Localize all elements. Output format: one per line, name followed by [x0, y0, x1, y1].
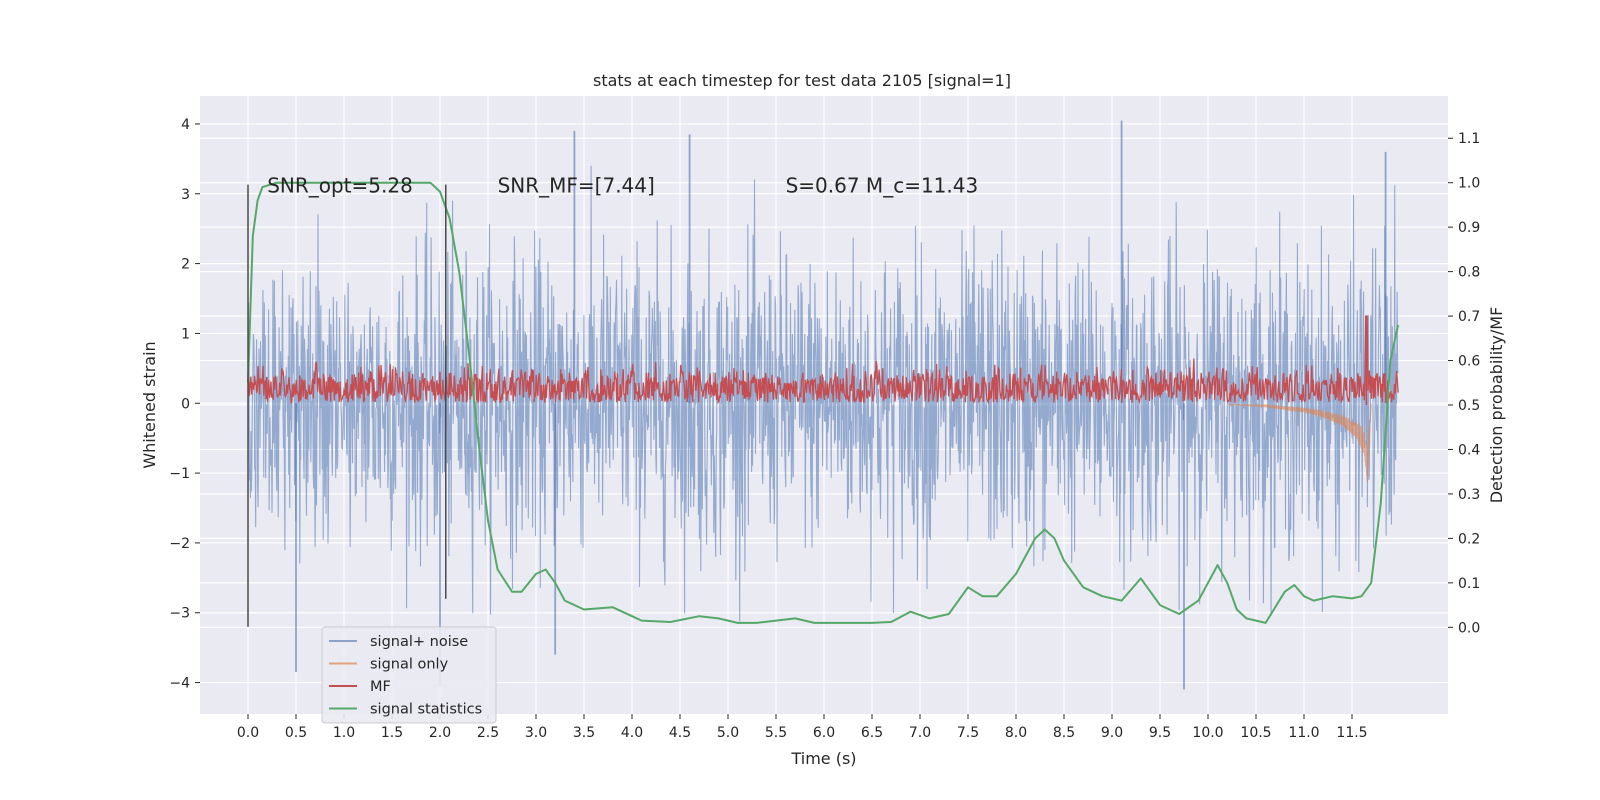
y2-tick-label: 0.5 — [1458, 398, 1480, 414]
x-tick-label: 10.5 — [1240, 725, 1271, 741]
y-tick-label: 0 — [181, 396, 190, 412]
annotation: S=0.67 M_c=11.43 — [786, 173, 979, 197]
x-tick-label: 4.5 — [669, 725, 691, 741]
y2-tick-label: 0.4 — [1458, 442, 1480, 458]
signal-statistics-line — [247, 181, 1400, 624]
mf-series — [247, 315, 1399, 406]
y2-tick-label: 0.2 — [1458, 531, 1480, 547]
x-tick-label: 1.0 — [333, 725, 355, 741]
y2-tick-label: 0.7 — [1458, 309, 1480, 325]
signal-statistics-series — [247, 181, 1400, 624]
signal-noise-series — [247, 120, 1399, 690]
y2-tick-label: 0.8 — [1458, 265, 1480, 281]
annotation: SNR_opt=5.28 — [267, 173, 413, 197]
chart-title: stats at each timestep for test data 210… — [593, 71, 1011, 90]
y-tick-label: 1 — [181, 326, 190, 342]
annotation: SNR_MF=[7.44] — [498, 173, 655, 197]
y-tick-label: −3 — [169, 606, 190, 622]
x-tick-label: 11.5 — [1336, 725, 1367, 741]
y2-tick-label: 0.0 — [1458, 620, 1480, 636]
y-axis-label: Whitened strain — [140, 341, 159, 468]
y2-tick-label: 1.1 — [1458, 131, 1480, 147]
y2-axis-ticks: 0.0 0.1 0.2 0.3 0.4 0.5 0.6 0.7 0.8 0.9 1.0 1.1 — [1448, 131, 1480, 636]
x-tick-label: 6.5 — [861, 725, 883, 741]
x-tick-label: 8.5 — [1053, 725, 1075, 741]
annotations: SNR_opt=5.28 SNR_MF=[7.44] S=0.67 M_c=11.4… — [267, 173, 978, 197]
x-tick-label: 6.0 — [813, 725, 835, 741]
x-tick-label: 10.0 — [1192, 725, 1223, 741]
x-tick-label: 1.5 — [381, 725, 403, 741]
legend-entry: signal only — [370, 657, 449, 673]
x-tick-label: 2.0 — [429, 725, 451, 741]
y-tick-label: −1 — [169, 466, 190, 482]
signal-only-series — [1227, 402, 1372, 482]
y2-tick-label: 0.9 — [1458, 220, 1480, 236]
x-tick-label: 0.0 — [237, 725, 259, 741]
x-tick-label: 7.0 — [909, 725, 931, 741]
x-tick-label: 3.0 — [525, 725, 547, 741]
y2-tick-label: 1.0 — [1458, 176, 1480, 192]
y-tick-label: −2 — [169, 536, 190, 552]
y-tick-label: −4 — [169, 676, 190, 692]
signal-only-line — [1227, 402, 1372, 482]
y-tick-label: 3 — [181, 187, 190, 203]
x-tick-label: 9.0 — [1101, 725, 1123, 741]
x-tick-label: 4.0 — [621, 725, 643, 741]
x-tick-label: 11.0 — [1288, 725, 1319, 741]
x-axis-ticks: 0.0 0.5 1.0 1.5 2.0 2.5 3.0 3.5 4.0 4.5 5.0 5.5 6.0 6… — [237, 714, 1368, 741]
y-tick-label: 4 — [181, 117, 190, 133]
y2-tick-label: 0.1 — [1458, 576, 1480, 592]
x-tick-label: 5.5 — [765, 725, 787, 741]
y2-tick-label: 0.3 — [1458, 487, 1480, 503]
x-tick-label: 3.5 — [573, 725, 595, 741]
x-tick-label: 5.0 — [717, 725, 739, 741]
legend-entry: signal+ noise — [370, 634, 468, 650]
y-tick-label: 2 — [181, 257, 190, 273]
y2-tick-label: 0.6 — [1458, 354, 1480, 370]
legend-entry: signal statistics — [370, 702, 482, 718]
x-tick-label: 9.5 — [1149, 725, 1171, 741]
x-axis-label: Time (s) — [790, 749, 856, 768]
y-axis-ticks: −4 −3 −2 −1 0 1 2 3 4 — [169, 117, 200, 692]
y2-axis-label: Detection probability/MF — [1487, 307, 1506, 504]
vertical-markers — [247, 184, 447, 627]
mf-line — [247, 315, 1399, 406]
x-tick-label: 0.5 — [285, 725, 307, 741]
legend-entry: MF — [370, 679, 391, 695]
x-tick-label: 8.0 — [1005, 725, 1027, 741]
legend-box — [321, 626, 497, 724]
legend: signal+ noise signal only MF signal statist… — [321, 626, 497, 724]
x-tick-label: 2.5 — [477, 725, 499, 741]
x-tick-label: 7.5 — [957, 725, 979, 741]
